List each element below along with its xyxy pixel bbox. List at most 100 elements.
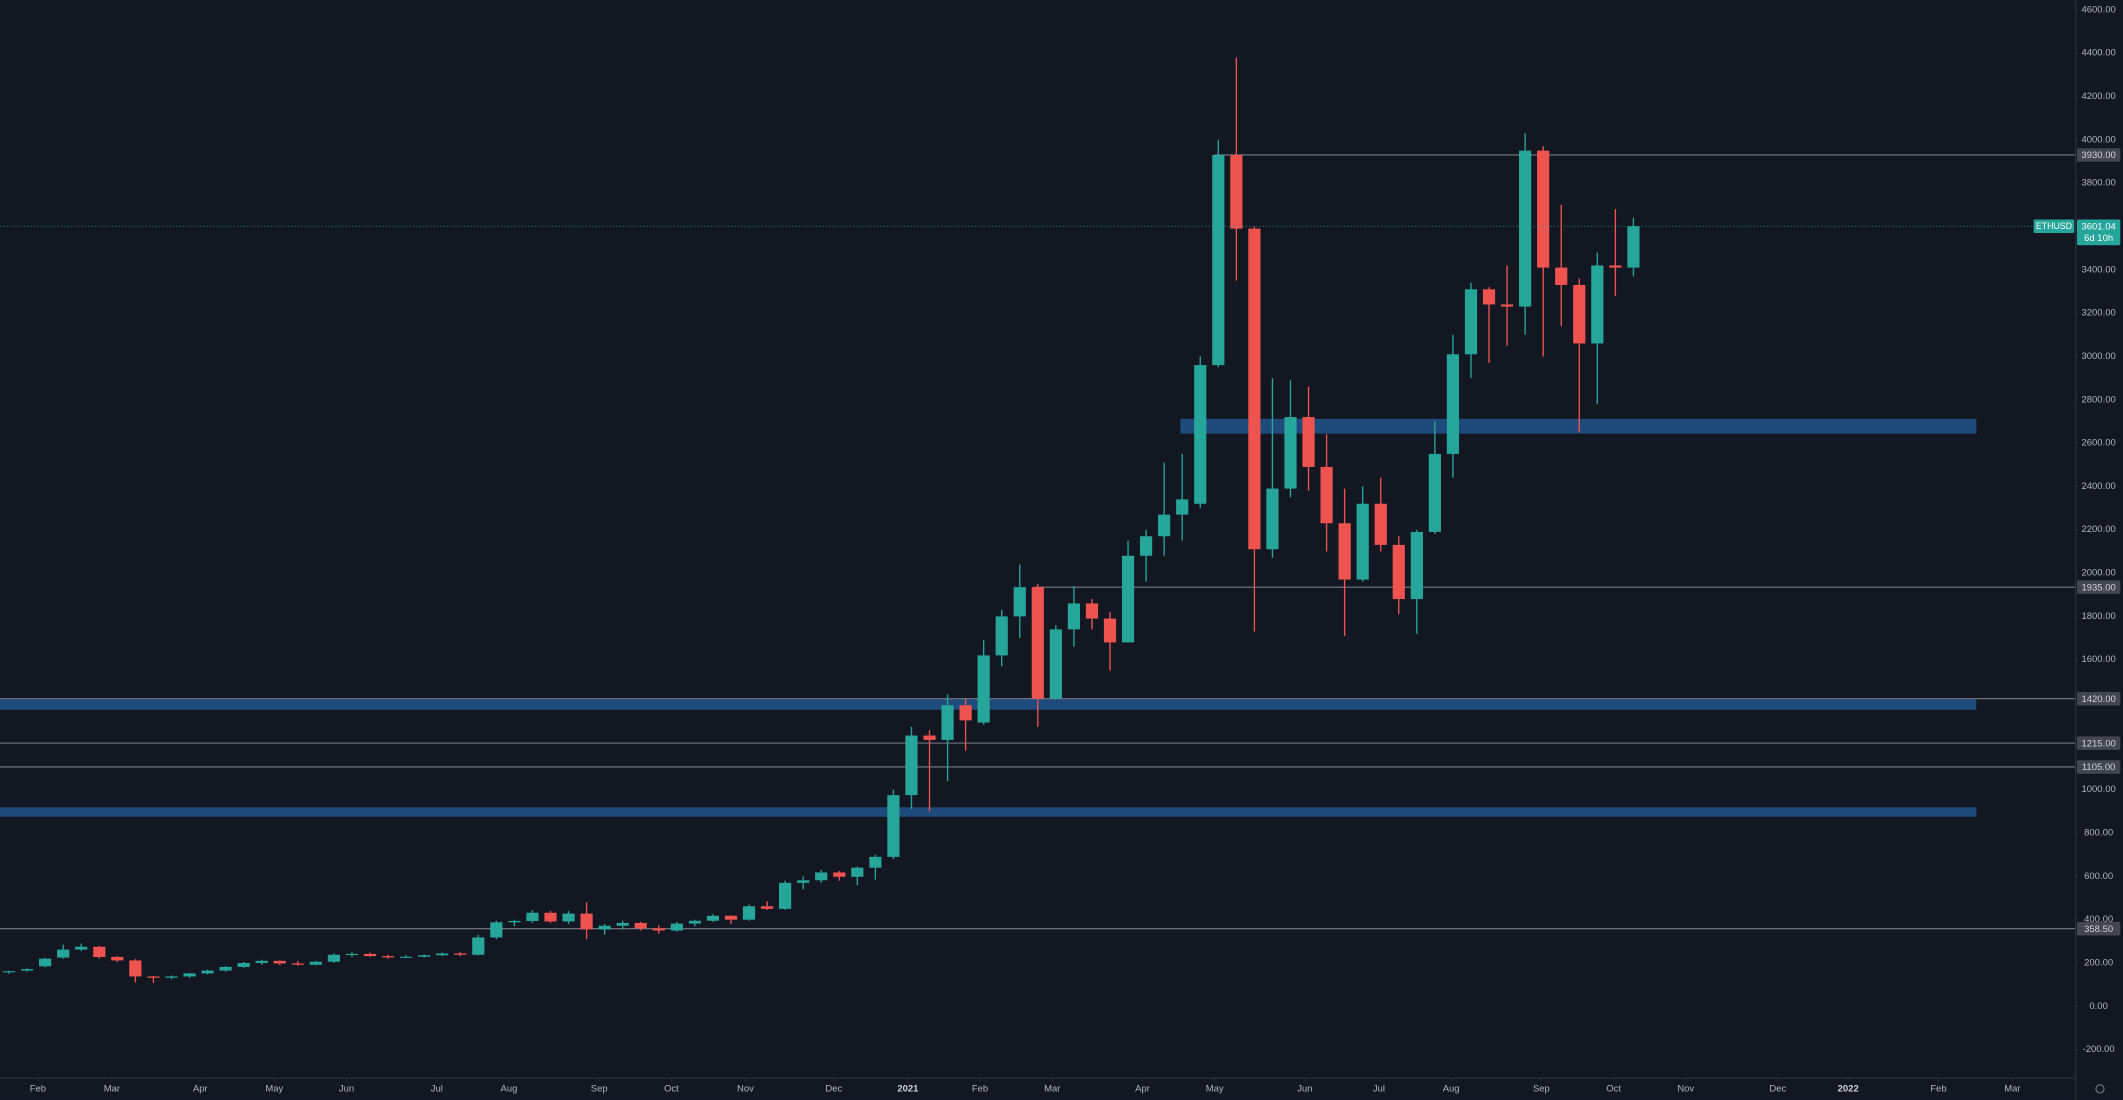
x-tick-label: May [1206, 1083, 1224, 1094]
candle-body [219, 966, 232, 971]
x-tick-label: Feb [1930, 1083, 1946, 1094]
candle-body [93, 946, 106, 957]
symbol-label: ETHUSD [2036, 221, 2072, 231]
level-label: 358.50 [2084, 924, 2113, 935]
candle-body [1212, 154, 1225, 366]
candle-body [977, 655, 990, 723]
candle-body [652, 928, 665, 931]
x-tick-label: Feb [30, 1083, 46, 1094]
candle-body [2, 971, 16, 973]
support-zone [0, 807, 1977, 817]
candle-body [959, 705, 972, 721]
candle-body [1085, 603, 1099, 619]
candle-body [201, 970, 214, 974]
level-label-box [2076, 580, 2121, 594]
candle-body [363, 953, 377, 957]
y-tick-label: 1800.00 [2082, 611, 2116, 622]
level-label-box [2076, 921, 2121, 936]
candle-body [724, 915, 738, 920]
plot-area [0, 57, 2076, 983]
level-label-box [2076, 760, 2121, 774]
x-tick-label: Mar [1044, 1083, 1060, 1094]
candle-body [291, 963, 304, 965]
y-tick-label: 3800.00 [2082, 178, 2116, 189]
candle-body [1284, 417, 1297, 489]
candle-body [688, 920, 701, 924]
y-tick-label: 3200.00 [2082, 308, 2116, 319]
candle-body [1248, 228, 1261, 550]
candle-body [1140, 536, 1153, 556]
y-tick-label: 4600.00 [2082, 4, 2116, 15]
candle-body [598, 925, 611, 930]
level-label: 1215.00 [2082, 738, 2116, 749]
candle-body [255, 960, 268, 964]
x-tick-label: Sep [591, 1083, 608, 1094]
candle-body [616, 922, 629, 926]
x-tick-label: May [265, 1083, 283, 1094]
level-label: 1420.00 [2082, 694, 2116, 705]
y-tick-label: -200.00 [2083, 1044, 2115, 1055]
level-label-box [2076, 691, 2121, 706]
x-tick-label: Nov [737, 1083, 754, 1094]
candle-body [327, 954, 340, 962]
y-tick-label: 4200.00 [2082, 91, 2116, 102]
candle-body [1031, 587, 1044, 699]
x-tick-label: Apr [1135, 1083, 1150, 1094]
candle-body [1356, 503, 1369, 580]
level-label: 1105.00 [2082, 762, 2116, 773]
candle-body [436, 953, 449, 956]
x-tick-label: Aug [501, 1083, 518, 1094]
candle-body [562, 913, 575, 922]
candle-body [580, 913, 593, 930]
candle-body [526, 912, 539, 921]
y-tick-label: 3400.00 [2082, 264, 2116, 275]
x-tick-label: Jun [1297, 1083, 1312, 1094]
candle-body [1158, 514, 1171, 537]
y-tick-label: 2200.00 [2082, 524, 2116, 535]
y-tick-label: 0.00 [2089, 1001, 2107, 1012]
x-tick-label: Jul [431, 1083, 443, 1094]
countdown-label: 6d 10h [2084, 233, 2113, 244]
x-tick-label: Aug [1443, 1083, 1460, 1094]
x-tick-label: 2021 [897, 1083, 918, 1094]
level-label-box [2076, 736, 2121, 750]
candle-body [887, 795, 900, 857]
x-tick-label: 2022 [1838, 1083, 1859, 1094]
candle-body [1230, 154, 1243, 229]
candle-body [1049, 629, 1062, 699]
candle-body [995, 616, 1008, 656]
candle-body [851, 867, 864, 877]
candle-body [1482, 289, 1496, 305]
candle-body [418, 955, 431, 957]
level-label: 3930.00 [2082, 150, 2116, 161]
symbol-label-box [2033, 219, 2075, 234]
candle-body [760, 906, 774, 909]
candle-body [309, 961, 322, 965]
candle-body [1320, 466, 1333, 524]
price-label: 3601.04 [2082, 221, 2116, 232]
settings-icon[interactable] [2095, 1084, 2105, 1094]
candle-body [39, 958, 52, 967]
candle-body [1410, 531, 1423, 600]
candle-body [634, 922, 647, 929]
candle-body [1609, 265, 1622, 268]
level-label: 1935.00 [2082, 582, 2116, 593]
x-tick-label: Oct [664, 1083, 679, 1094]
x-tick-label: Feb [972, 1083, 988, 1094]
candle-body [1591, 265, 1604, 344]
candle-body [797, 880, 810, 883]
candle-body [544, 912, 557, 922]
candle-body [1266, 488, 1279, 550]
candle-body [1627, 226, 1640, 268]
candle-body [742, 906, 756, 920]
candle-body [1374, 503, 1387, 545]
candle-body [833, 872, 846, 877]
x-tick-label: Dec [825, 1083, 842, 1094]
x-tick-label: Jun [339, 1083, 354, 1094]
candle-body [381, 956, 395, 958]
candle-body [1013, 587, 1026, 617]
candle-body [237, 963, 250, 967]
